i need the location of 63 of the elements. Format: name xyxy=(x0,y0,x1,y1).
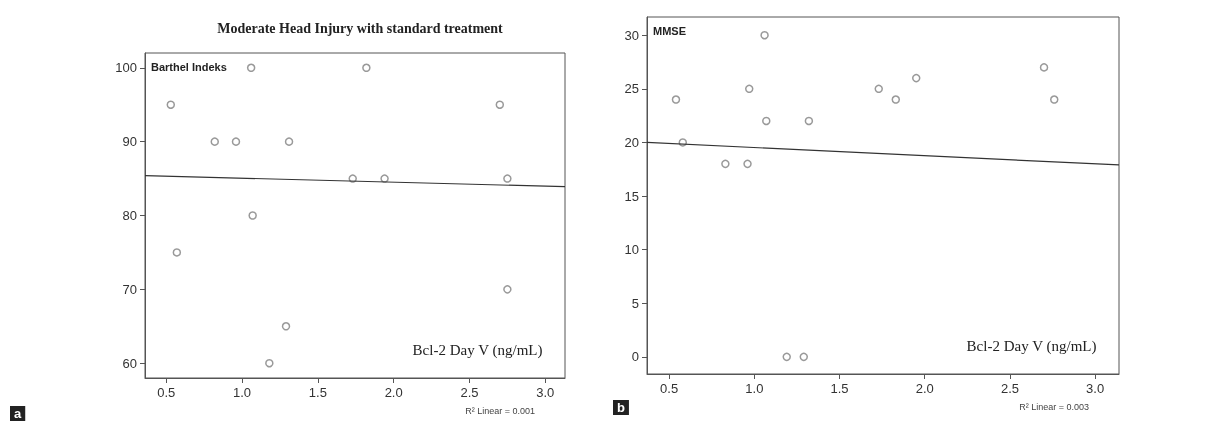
point xyxy=(1039,63,1049,72)
x-tick-label: 2.0 xyxy=(384,385,403,400)
text: R² Linear = 0.001 xyxy=(465,405,535,416)
point xyxy=(265,358,274,368)
y-tick-label: 10 xyxy=(624,242,639,258)
point xyxy=(804,116,814,126)
y-tick-label: 0 xyxy=(631,349,639,365)
point xyxy=(762,116,771,126)
x-tick-label: 2.5 xyxy=(1000,381,1019,396)
x-tick-label: 0.5 xyxy=(157,385,176,400)
point xyxy=(1050,95,1059,104)
point xyxy=(799,352,809,362)
point xyxy=(671,95,681,104)
y-axis-title: Barthel Indeks xyxy=(151,60,227,73)
y-tick-label: 30 xyxy=(624,27,639,43)
point xyxy=(503,174,512,183)
point xyxy=(874,84,883,94)
y-tick-label: 25 xyxy=(624,81,639,97)
x-tick-label: 3.0 xyxy=(536,385,555,400)
y-tick-label: 70 xyxy=(122,281,137,297)
y-axis-title: MMSE xyxy=(653,24,686,37)
x-tick-label: 0.5 xyxy=(660,381,679,396)
y-tick-label: 60 xyxy=(122,355,137,371)
text: a xyxy=(14,406,22,421)
text: R² Linear = 0.003 xyxy=(1019,401,1089,412)
point xyxy=(745,84,754,94)
point xyxy=(911,73,921,83)
point xyxy=(760,30,769,40)
point xyxy=(284,137,294,146)
point xyxy=(721,159,730,169)
point xyxy=(246,63,256,73)
x-tick-label: 1.0 xyxy=(745,381,764,396)
point xyxy=(678,138,688,147)
y-tick-label: 20 xyxy=(624,134,639,150)
x-tick-label: 1.5 xyxy=(830,381,849,396)
point xyxy=(743,159,752,169)
x-axis-title: Bcl-2 Day V (ng/mL) xyxy=(966,337,1097,355)
y-tick-label: 15 xyxy=(624,188,639,204)
point xyxy=(281,322,291,331)
point xyxy=(362,63,371,73)
y-tick-label: 5 xyxy=(631,295,639,311)
point xyxy=(210,137,219,146)
text: b xyxy=(617,400,625,415)
point xyxy=(891,95,901,104)
x-tick-label: 1.0 xyxy=(233,385,252,400)
point xyxy=(380,174,389,183)
x-tick-label: 2.0 xyxy=(915,381,934,396)
point xyxy=(348,174,357,183)
x-tick-label: 2.5 xyxy=(460,385,479,400)
x-axis-title: Bcl-2 Day V (ng/mL) xyxy=(412,341,543,359)
y-tick-label: 80 xyxy=(122,208,137,223)
point xyxy=(231,137,241,146)
chart-title: Moderate Head Injury with standard treatment xyxy=(217,20,504,36)
x-tick-label: 3.0 xyxy=(1086,381,1105,396)
x-tick-label: 1.5 xyxy=(308,385,327,400)
point xyxy=(248,211,257,220)
point xyxy=(166,100,176,109)
y-tick-label: 100 xyxy=(115,60,137,76)
point xyxy=(782,352,791,362)
point xyxy=(503,285,512,294)
point xyxy=(495,100,505,109)
point xyxy=(172,248,182,257)
y-tick-label: 90 xyxy=(122,134,137,150)
